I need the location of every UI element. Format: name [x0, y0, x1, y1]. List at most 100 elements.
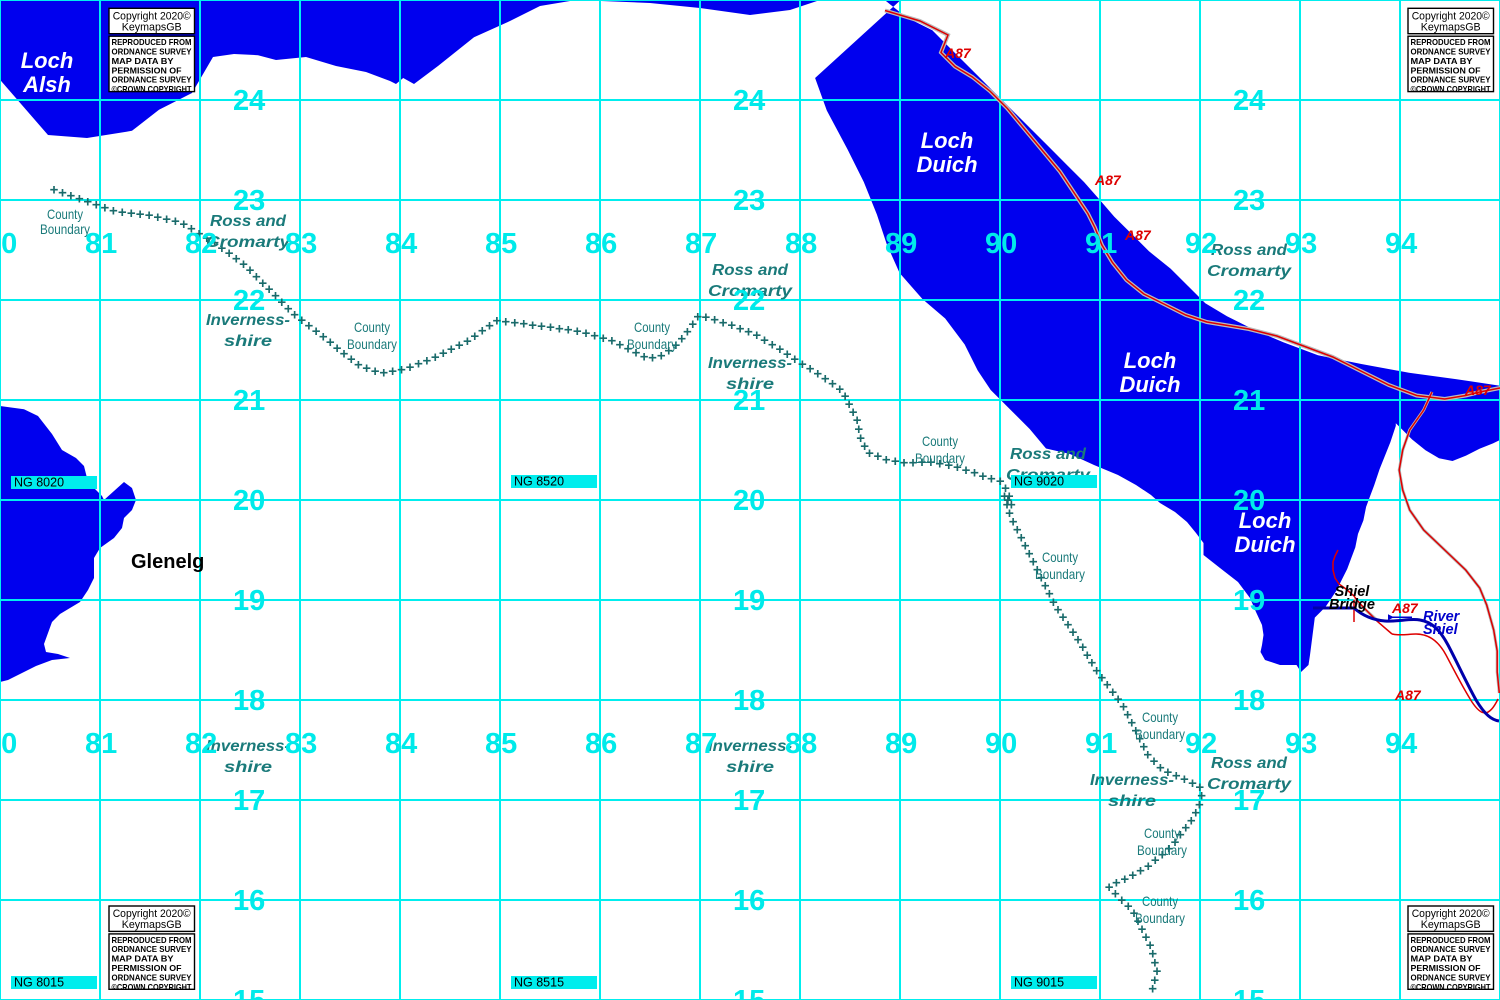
svg-text:Inverness-: Inverness-	[206, 738, 290, 755]
svg-text:92: 92	[1185, 728, 1217, 760]
svg-text:17: 17	[233, 785, 265, 817]
svg-text:16: 16	[1233, 885, 1265, 917]
svg-text:+: +	[702, 309, 711, 326]
svg-text:+: +	[1148, 981, 1157, 998]
svg-text:shire: shire	[224, 759, 272, 776]
svg-text:NG 8520: NG 8520	[514, 475, 564, 489]
svg-text:+: +	[493, 312, 502, 329]
svg-text:18: 18	[1233, 685, 1265, 717]
svg-text:A87: A87	[944, 45, 972, 61]
svg-text:NG 8515: NG 8515	[514, 976, 564, 990]
svg-text:84: 84	[385, 228, 417, 260]
svg-text:+: +	[900, 454, 909, 471]
svg-text:89: 89	[885, 228, 917, 260]
svg-text:Loch: Loch	[21, 48, 74, 73]
svg-text:17: 17	[1233, 785, 1265, 817]
svg-text:85: 85	[485, 728, 517, 760]
svg-text:18: 18	[233, 685, 265, 717]
svg-text:+: +	[528, 317, 537, 334]
svg-text:+: +	[599, 330, 608, 347]
svg-text:+: +	[127, 205, 136, 222]
svg-text:93: 93	[1285, 228, 1317, 260]
svg-text:County: County	[634, 319, 670, 335]
svg-text:Inverness-: Inverness-	[708, 738, 792, 755]
svg-text:County: County	[354, 319, 390, 335]
svg-text:94: 94	[1385, 228, 1417, 260]
svg-text:83: 83	[285, 728, 317, 760]
svg-text:Shiel: Shiel	[1423, 622, 1459, 638]
svg-text:90: 90	[985, 228, 1017, 260]
svg-text:Ross and: Ross and	[1010, 446, 1087, 463]
svg-text:County: County	[47, 206, 83, 222]
svg-text:15: 15	[233, 985, 265, 1000]
svg-text:24: 24	[1233, 85, 1265, 117]
svg-text:17: 17	[733, 785, 765, 817]
svg-text:shire: shire	[726, 759, 774, 776]
svg-text:+: +	[388, 363, 397, 380]
svg-text:shire: shire	[224, 333, 272, 350]
svg-text:+: +	[162, 211, 171, 228]
svg-text:Boundary: Boundary	[1135, 726, 1185, 742]
svg-text:Boundary: Boundary	[1137, 842, 1187, 858]
svg-text:18: 18	[733, 685, 765, 717]
svg-text:84: 84	[385, 728, 417, 760]
svg-text:+: +	[1144, 858, 1153, 875]
svg-text:20: 20	[233, 485, 265, 517]
svg-text:83: 83	[285, 228, 317, 260]
svg-text:A87: A87	[1124, 227, 1152, 243]
svg-text:+: +	[987, 471, 996, 488]
svg-text:+: +	[109, 202, 118, 219]
svg-text:19: 19	[1233, 585, 1265, 617]
svg-text:+: +	[519, 316, 528, 333]
svg-text:88: 88	[785, 728, 817, 760]
svg-text:+: +	[136, 206, 145, 223]
svg-text:16: 16	[733, 885, 765, 917]
svg-text:NG 8015: NG 8015	[14, 976, 64, 990]
svg-text:+: +	[501, 314, 510, 331]
svg-text:15: 15	[733, 985, 765, 1000]
svg-text:A87: A87	[1391, 600, 1419, 616]
svg-text:Cromarty: Cromarty	[206, 234, 291, 251]
svg-text:Ross and: Ross and	[1211, 755, 1288, 772]
svg-text:Boundary: Boundary	[1035, 566, 1085, 582]
svg-text:Alsh: Alsh	[22, 72, 71, 97]
svg-text:90: 90	[985, 728, 1017, 760]
svg-text:82: 82	[185, 728, 217, 760]
svg-text:82: 82	[185, 228, 217, 260]
svg-text:+: +	[648, 350, 657, 367]
svg-text:A87: A87	[1394, 687, 1422, 703]
svg-text:86: 86	[585, 728, 617, 760]
svg-text:89: 89	[885, 728, 917, 760]
svg-text:Cromarty: Cromarty	[1207, 263, 1292, 280]
svg-text:80: 80	[0, 728, 17, 760]
svg-text:+: +	[1120, 871, 1129, 888]
svg-text:+: +	[153, 209, 162, 226]
svg-text:80: 80	[0, 228, 17, 260]
svg-text:County: County	[1042, 549, 1078, 565]
svg-text:+: +	[1136, 863, 1145, 880]
svg-text:NG 9015: NG 9015	[1014, 976, 1064, 990]
svg-text:Boundary: Boundary	[40, 221, 90, 237]
svg-text:Ross and: Ross and	[1211, 242, 1288, 259]
svg-text:+: +	[537, 318, 546, 335]
svg-text:A87: A87	[1464, 382, 1492, 398]
svg-text:Loch: Loch	[1124, 348, 1177, 373]
svg-text:+: +	[371, 363, 380, 380]
svg-text:shire: shire	[1108, 793, 1156, 810]
svg-text:Loch: Loch	[921, 128, 974, 153]
svg-text:+: +	[891, 453, 900, 470]
svg-text:+: +	[118, 204, 127, 221]
svg-text:+: +	[510, 315, 519, 332]
svg-text:93: 93	[1285, 728, 1317, 760]
svg-text:24: 24	[233, 85, 265, 117]
svg-text:County: County	[1142, 893, 1178, 909]
svg-text:County: County	[1142, 709, 1178, 725]
svg-text:+: +	[379, 365, 388, 382]
svg-text:+: +	[145, 207, 154, 224]
svg-text:+: +	[882, 452, 891, 469]
svg-text:87: 87	[685, 228, 717, 260]
svg-text:86: 86	[585, 228, 617, 260]
svg-text:Duich: Duich	[916, 152, 977, 177]
svg-text:23: 23	[733, 185, 765, 217]
svg-text:22: 22	[233, 285, 265, 317]
